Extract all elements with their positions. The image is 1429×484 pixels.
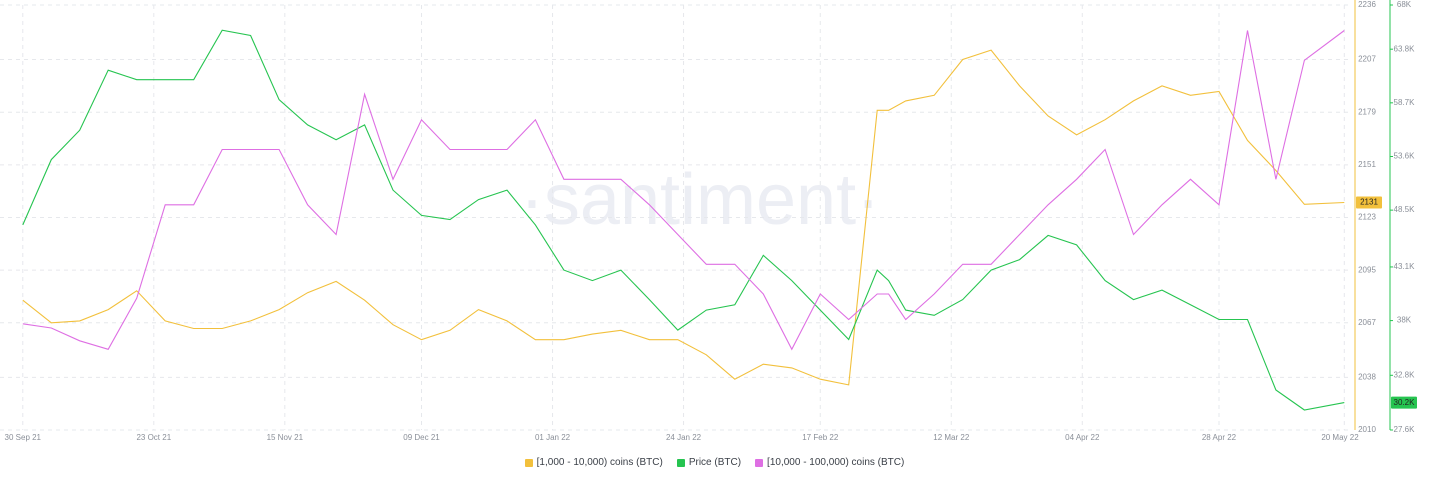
- chart: ·santiment· 30 Sep 21 23 Oct 21 15 Nov 21 0…: [0, 0, 1417, 442]
- y-tick-label: 2236: [1358, 0, 1376, 9]
- legend-item[interactable]: [1,000 - 10,000) coins (BTC): [524, 457, 663, 468]
- y2-tick-label: 43.1K: [1394, 262, 1416, 271]
- x-tick-label: 15 Nov 21: [267, 433, 304, 442]
- x-tick-label: 30 Sep 21: [5, 433, 42, 442]
- y-tick-label: 2207: [1358, 55, 1376, 64]
- legend: [1,000 - 10,000) coins (BTC) Price (BTC) […: [0, 457, 1429, 468]
- x-tick-label: 04 Apr 22: [1065, 433, 1100, 442]
- badge-label: 2131: [1360, 198, 1378, 207]
- x-tick-label: 09 Dec 21: [403, 433, 440, 442]
- x-tick-label: 01 Jan 22: [535, 433, 571, 442]
- y2-tick-label: 48.5K: [1394, 205, 1416, 214]
- y2-tick-label: 32.8K: [1394, 370, 1416, 379]
- y2-tick-label: 58.7K: [1394, 98, 1416, 107]
- legend-label: [10,000 - 100,000) coins (BTC): [767, 457, 905, 468]
- legend-item[interactable]: [10,000 - 100,000) coins (BTC): [755, 457, 904, 468]
- y2-tick-label: 63.8K: [1394, 44, 1416, 53]
- x-tick-label: 24 Jan 22: [666, 433, 702, 442]
- x-tick-label: 12 Mar 22: [933, 433, 970, 442]
- legend-label: Price (BTC): [688, 457, 742, 468]
- badge-box: [1356, 196, 1382, 209]
- badge-box: [1391, 396, 1417, 409]
- y2-tick-label: 27.6K: [1394, 425, 1416, 434]
- badge-label: 30.2K: [1394, 398, 1416, 407]
- y-tick-label: 2179: [1358, 107, 1376, 116]
- y-tick-label: 2123: [1358, 213, 1376, 222]
- y-tick-label: 2151: [1358, 160, 1376, 169]
- y2-tick-label: 53.6K: [1394, 152, 1416, 161]
- legend-item[interactable]: Price (BTC): [676, 457, 742, 468]
- y-tick-label: 2067: [1358, 318, 1376, 327]
- legend-label: [1,000 - 10,000) coins (BTC): [536, 457, 663, 468]
- series-line: [22, 29, 1345, 411]
- series-line: [22, 30, 1345, 351]
- legend-swatch: [755, 458, 764, 467]
- current-value-badge: 2131: [1356, 196, 1382, 209]
- x-tick-label: 28 Apr 22: [1202, 433, 1237, 442]
- legend-swatch: [524, 458, 533, 467]
- y2-tick-label: 38K: [1397, 316, 1412, 325]
- series-line: [22, 49, 1345, 386]
- x-tick-label: 20 May 22: [1321, 433, 1359, 442]
- y-tick-label: 2010: [1358, 425, 1376, 434]
- watermark: ·santiment·: [520, 160, 880, 240]
- current-value-badge: 30.2K: [1391, 396, 1417, 409]
- y2-tick-label: 68K: [1397, 0, 1412, 9]
- x-tick-label: 23 Oct 21: [136, 433, 171, 442]
- x-tick-label: 17 Feb 22: [802, 433, 839, 442]
- y-tick-label: 2095: [1358, 265, 1376, 274]
- y-tick-label: 2038: [1358, 372, 1376, 381]
- legend-swatch: [676, 458, 685, 467]
